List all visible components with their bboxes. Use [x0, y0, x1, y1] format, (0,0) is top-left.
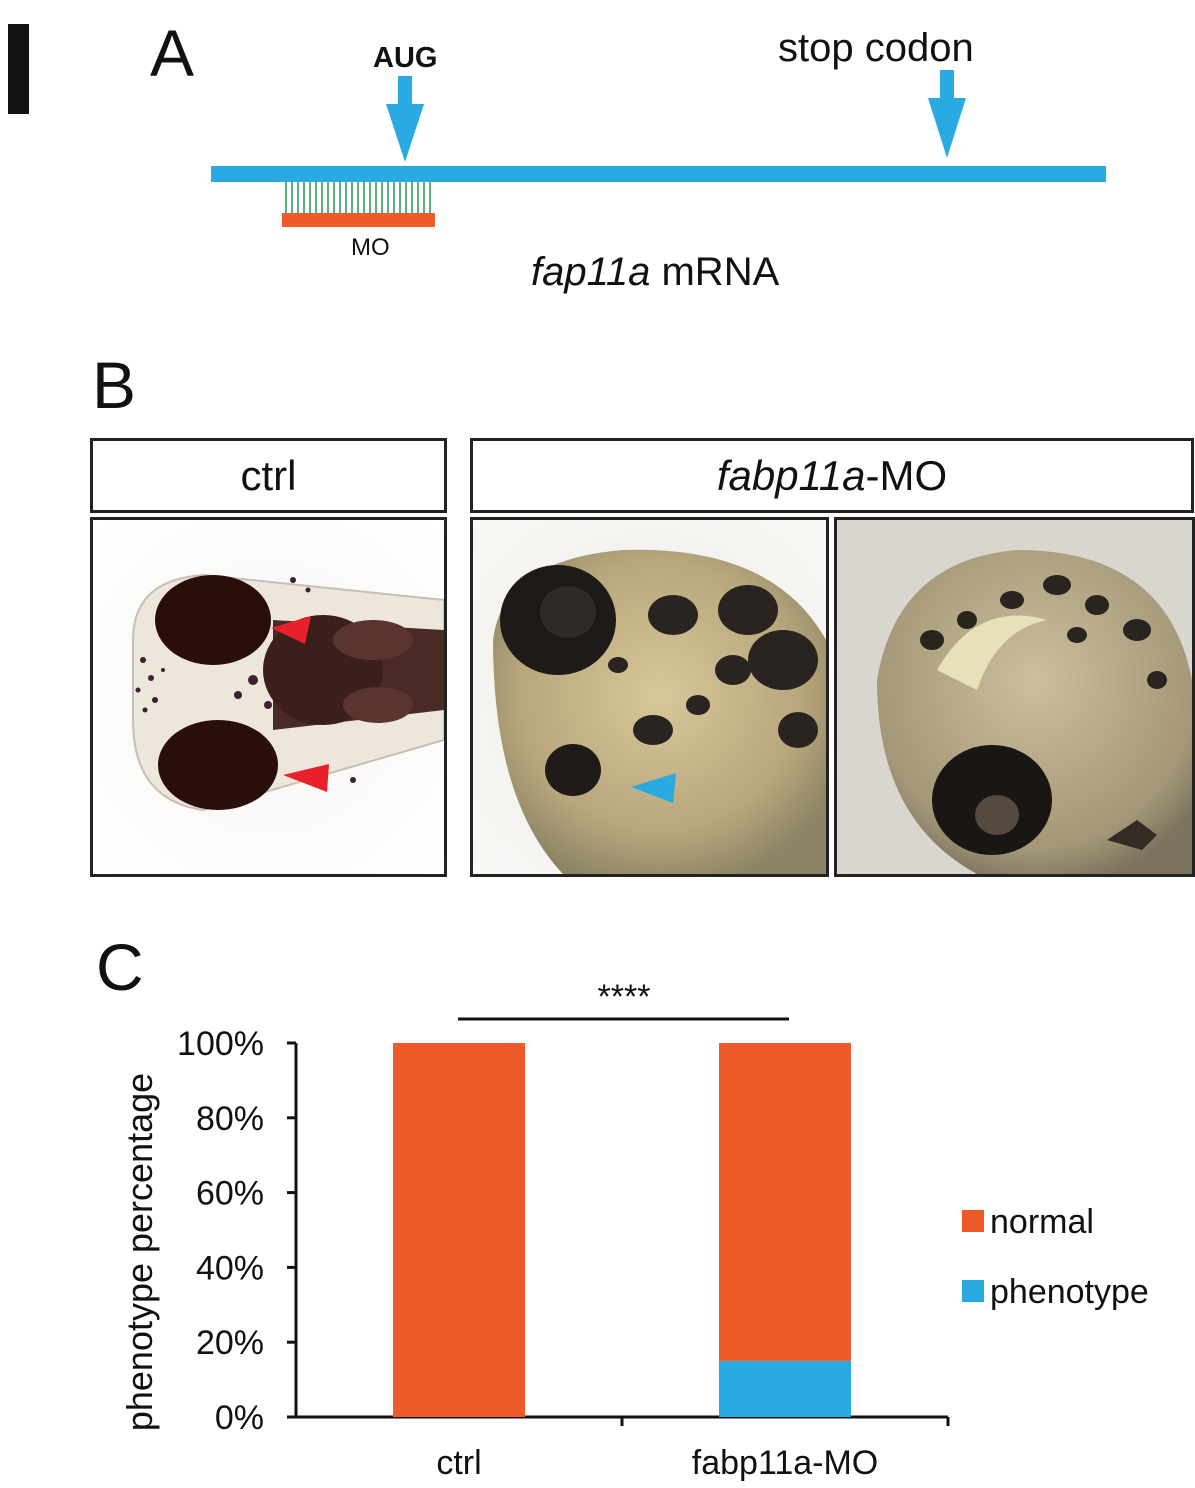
- mo-suffix: -MO: [865, 451, 948, 499]
- stop-codon-label: stop codon: [778, 26, 974, 70]
- ctrl-embryo-image: [90, 517, 447, 877]
- panel-c-letter: C: [96, 930, 144, 1004]
- mrna-line: [211, 166, 1106, 182]
- red-arrowhead-icon: [283, 764, 329, 792]
- x-tick-label: fabp11a-MO: [692, 1444, 878, 1482]
- panel-marker-bar: [8, 24, 29, 114]
- bar-normal: [393, 1043, 525, 1417]
- aug-arrow-icon: [386, 76, 424, 162]
- mrna-diagram: [211, 70, 1106, 227]
- morpholino-binding-lines: [285, 182, 431, 213]
- mo-label: MO: [351, 234, 390, 261]
- legend-swatch-normal: [962, 1210, 984, 1232]
- legend-label-normal: normal: [990, 1203, 1094, 1241]
- red-arrowhead-icon: [271, 616, 311, 644]
- panel-b-letter: B: [92, 348, 137, 422]
- blue-arrowhead-icon: [631, 773, 676, 803]
- y-tick-label: 80%: [196, 1100, 264, 1138]
- mo-gene-name: fabp11a: [716, 451, 866, 499]
- legend-label-phenotype: phenotype: [990, 1273, 1149, 1311]
- mo-header-label: fabp11a-MO: [717, 452, 947, 500]
- legend-swatch-phenotype: [962, 1280, 984, 1302]
- y-tick-label: 60%: [196, 1175, 264, 1213]
- ctrl-header-label: ctrl: [240, 451, 297, 499]
- mo-embryo-image-2: [834, 517, 1195, 877]
- morpholino-bar: [282, 213, 435, 227]
- y-axis-label: phenotype percentage: [119, 1073, 160, 1431]
- significance-label: ****: [598, 978, 651, 1016]
- mrna-caption: fap11a mRNA: [531, 250, 779, 295]
- mo-header: fabp11a-MO: [470, 438, 1194, 513]
- y-tick-label: 40%: [196, 1249, 264, 1287]
- bar-normal: [719, 1043, 851, 1361]
- stop-codon-arrow-icon: [928, 70, 966, 158]
- phenotype-chart: phenotype percentage **** 0% 20% 40% 60% 80%…: [119, 978, 1149, 1482]
- gene-name: fap11a: [531, 250, 651, 294]
- mo-embryo-image-1: [470, 517, 829, 877]
- panel-a-letter: A: [150, 16, 195, 90]
- bar-phenotype: [719, 1360, 851, 1417]
- y-tick-label: 20%: [196, 1324, 264, 1362]
- x-tick-label: ctrl: [436, 1444, 481, 1482]
- y-tick-label: 0%: [215, 1399, 264, 1437]
- aug-label: AUG: [373, 42, 438, 74]
- ctrl-header: ctrl: [90, 438, 447, 513]
- mrna-suffix: mRNA: [650, 250, 780, 294]
- y-tick-label: 100%: [177, 1025, 264, 1063]
